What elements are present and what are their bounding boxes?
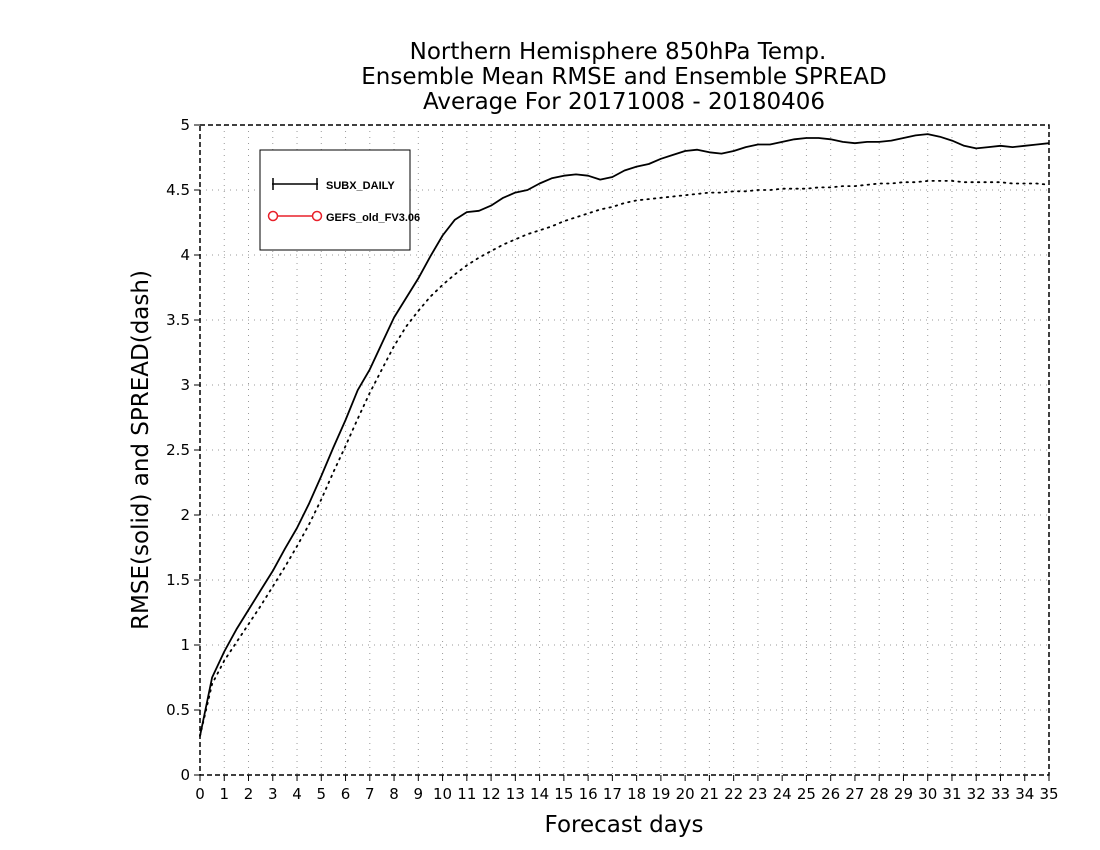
x-tick-label: 17 bbox=[603, 785, 622, 803]
x-tick-label: 8 bbox=[389, 785, 399, 803]
x-axis-label: Forecast days bbox=[545, 812, 704, 838]
series-line-spread-dashed bbox=[199, 179, 1050, 737]
x-tick-label: 14 bbox=[530, 785, 549, 803]
x-tick-label: 5 bbox=[317, 785, 327, 803]
legend: SUBX_DAILY GEFS_old_FV3.06 bbox=[259, 149, 420, 251]
y-tick-label: 4 bbox=[180, 246, 190, 264]
chart-title-line-3: Average For 20171008 - 20180406 bbox=[423, 89, 825, 115]
x-tick-label: 24 bbox=[773, 785, 792, 803]
y-tick-label: 2.5 bbox=[166, 441, 190, 459]
x-tick-label: 21 bbox=[700, 785, 719, 803]
series-line-rmse-solid bbox=[199, 133, 1050, 737]
y-tick-label: 0 bbox=[180, 766, 190, 784]
y-tick-label: 3.5 bbox=[166, 311, 190, 329]
y-tick-label: 0.5 bbox=[166, 701, 190, 719]
y-tick-label: 4.5 bbox=[166, 181, 190, 199]
x-tick-label: 33 bbox=[991, 785, 1010, 803]
y-axis-label: RMSE(solid) and SPREAD(dash) bbox=[128, 270, 154, 630]
x-tick-label: 10 bbox=[433, 785, 452, 803]
x-tick-label: 19 bbox=[651, 785, 670, 803]
plot-frame bbox=[199, 124, 1050, 776]
x-tick-label: 0 bbox=[195, 785, 205, 803]
x-tick-label: 2 bbox=[244, 785, 254, 803]
x-tick-label: 28 bbox=[870, 785, 889, 803]
x-tick-label: 23 bbox=[748, 785, 767, 803]
x-tick-label: 20 bbox=[676, 785, 695, 803]
x-tick-label: 35 bbox=[1039, 785, 1058, 803]
y-tick-label: 1 bbox=[180, 636, 190, 654]
x-tick-label: 1 bbox=[219, 785, 229, 803]
x-tick-label: 16 bbox=[579, 785, 598, 803]
x-tick-label: 15 bbox=[554, 785, 573, 803]
x-tick-label: 32 bbox=[967, 785, 986, 803]
y-axis-ticks: 0 0.5 1 1.5 2 2.5 3 3.5 4 4.5 5 bbox=[166, 116, 200, 784]
x-tick-label: 9 bbox=[414, 785, 424, 803]
legend-box bbox=[259, 149, 411, 251]
grid bbox=[200, 125, 1049, 775]
legend-circle-marker-icon bbox=[267, 210, 279, 222]
legend-label-subx: SUBX_DAILY bbox=[326, 180, 395, 192]
y-tick-label: 2 bbox=[180, 506, 190, 524]
legend-label-gefs: GEFS_old_FV3.06 bbox=[326, 212, 420, 224]
y-tick-label: 1.5 bbox=[166, 571, 190, 589]
x-axis-ticks: 0 1 2 3 4 5 6 7 8 9 10 11 12 13 14 15 16 17 18 19 20 21 22 23 24… bbox=[195, 775, 1059, 803]
x-tick-label: 4 bbox=[292, 785, 302, 803]
chart-title-line-1: Northern Hemisphere 850hPa Temp. bbox=[410, 39, 827, 65]
x-tick-label: 34 bbox=[1015, 785, 1034, 803]
x-tick-label: 7 bbox=[365, 785, 375, 803]
legend-circle-marker-icon bbox=[311, 210, 323, 222]
x-tick-label: 30 bbox=[918, 785, 937, 803]
x-tick-label: 3 bbox=[268, 785, 278, 803]
x-tick-label: 18 bbox=[627, 785, 646, 803]
x-tick-label: 12 bbox=[482, 785, 501, 803]
series-group bbox=[199, 133, 1050, 737]
y-tick-label: 5 bbox=[180, 116, 190, 134]
x-tick-label: 26 bbox=[821, 785, 840, 803]
x-tick-label: 22 bbox=[724, 785, 743, 803]
x-tick-label: 29 bbox=[894, 785, 913, 803]
x-tick-label: 27 bbox=[845, 785, 864, 803]
y-tick-label: 3 bbox=[180, 376, 190, 394]
x-tick-label: 6 bbox=[341, 785, 351, 803]
x-tick-label: 13 bbox=[506, 785, 525, 803]
x-tick-label: 25 bbox=[797, 785, 816, 803]
chart-title-line-2: Ensemble Mean RMSE and Ensemble SPREAD bbox=[361, 64, 886, 90]
x-tick-label: 31 bbox=[942, 785, 961, 803]
x-tick-label: 11 bbox=[457, 785, 476, 803]
